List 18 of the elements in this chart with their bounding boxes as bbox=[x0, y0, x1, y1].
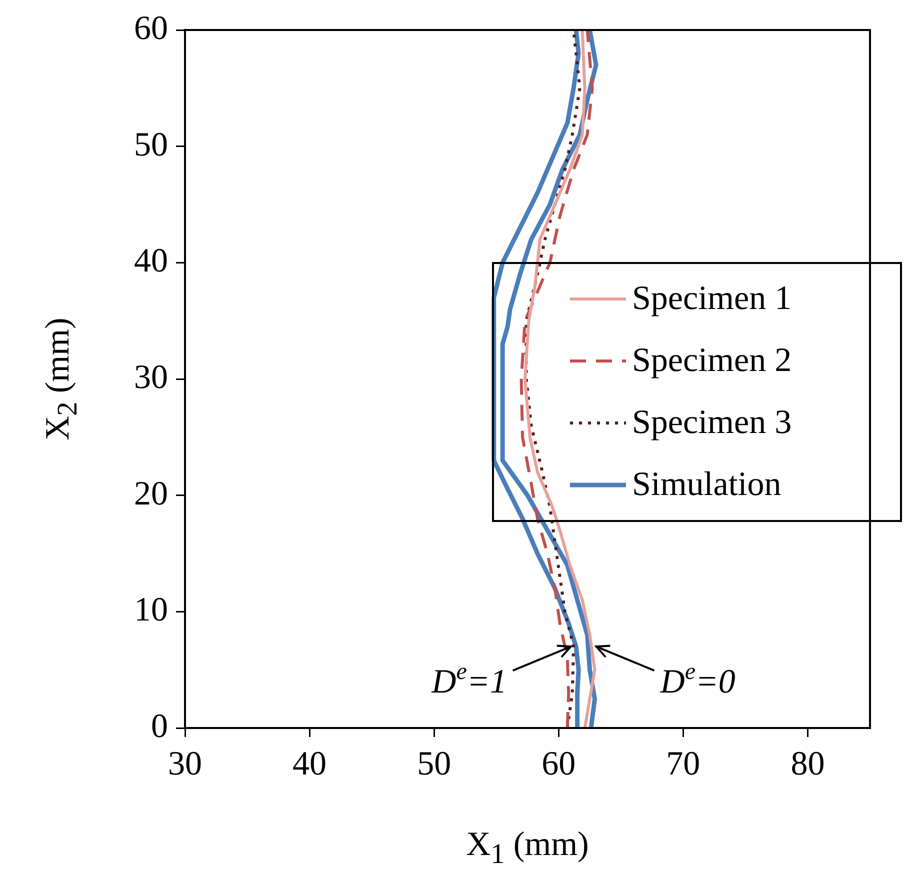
y-tick-label: 40 bbox=[134, 242, 168, 280]
x-tick-label: 40 bbox=[292, 745, 327, 782]
y-tick-label: 0 bbox=[151, 708, 168, 745]
y-tick-label: 30 bbox=[134, 358, 168, 396]
legend-label: Simulation bbox=[632, 466, 782, 504]
legend-label: Specimen 1 bbox=[632, 280, 792, 318]
y-tick-label: 60 bbox=[134, 10, 168, 47]
y-tick-label: 20 bbox=[134, 475, 168, 512]
y-tick-label: 50 bbox=[134, 126, 168, 164]
y-tick-label: 10 bbox=[134, 592, 168, 629]
x-tick-label: 80 bbox=[790, 745, 825, 782]
legend-label: Specimen 2 bbox=[632, 342, 792, 380]
x-axis-title: X$_{1}$ (mm) bbox=[465, 826, 590, 871]
x-tick-label: 30 bbox=[168, 745, 202, 782]
legend-label: Specimen 3 bbox=[632, 404, 792, 442]
x-tick-label: 50 bbox=[417, 745, 452, 782]
x-tick-label: 60 bbox=[542, 745, 576, 782]
x-tick-label: 70 bbox=[666, 745, 700, 782]
